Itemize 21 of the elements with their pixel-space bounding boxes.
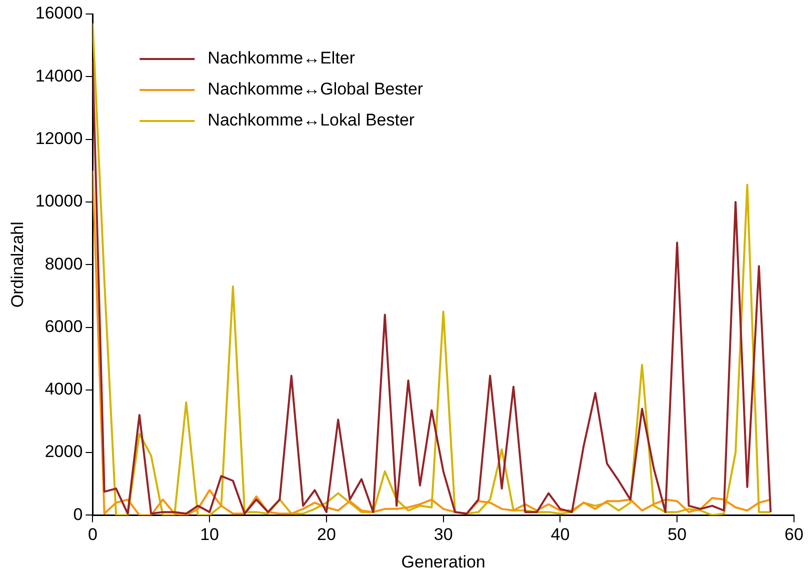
x-axis-title: Generation bbox=[401, 552, 486, 572]
x-tick-label: 0 bbox=[88, 525, 98, 544]
y-tick-label: 8000 bbox=[44, 254, 83, 274]
y-tick-label: 0 bbox=[73, 504, 83, 524]
x-tick-label: 40 bbox=[550, 525, 570, 544]
x-tick-label: 10 bbox=[200, 525, 220, 544]
legend-label: Nachkomme↔Lokal Bester bbox=[208, 110, 415, 130]
x-tick-label: 30 bbox=[434, 525, 453, 544]
y-tick-label: 2000 bbox=[44, 442, 83, 462]
y-tick-label: 16000 bbox=[35, 4, 83, 23]
y-axis-title: Ordinalzahl bbox=[8, 222, 27, 308]
legend-label: Nachkomme↔Elter bbox=[208, 48, 356, 68]
y-tick-label: 12000 bbox=[35, 128, 83, 148]
y-tick-label: 6000 bbox=[44, 316, 83, 336]
legend-label: Nachkomme↔Global Bester bbox=[208, 80, 424, 99]
x-tick-label: 60 bbox=[784, 525, 804, 544]
y-tick-label: 14000 bbox=[35, 66, 83, 86]
x-tick-label: 50 bbox=[668, 525, 687, 544]
y-tick-label: 4000 bbox=[44, 380, 83, 399]
y-tick-label: 10000 bbox=[35, 192, 83, 211]
x-tick-label: 20 bbox=[316, 525, 336, 544]
